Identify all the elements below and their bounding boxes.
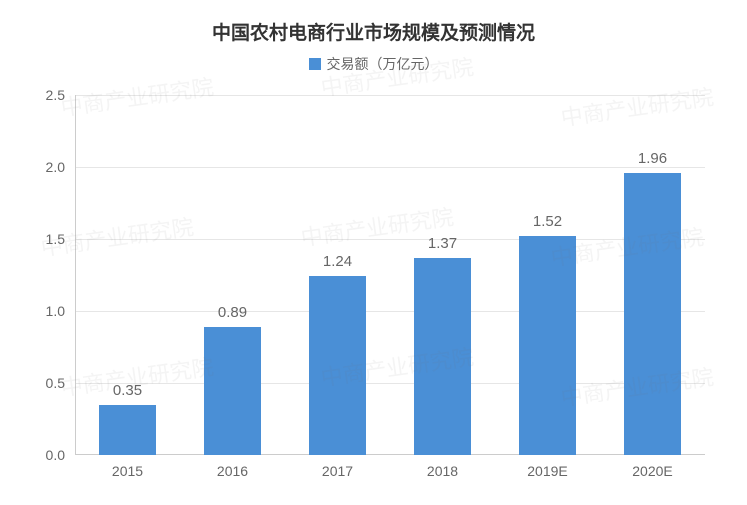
y-tick-label: 1.5 — [46, 231, 75, 247]
chart-title: 中国农村电商行业市场规模及预测情况 — [0, 18, 747, 45]
chart-container: 中国农村电商行业市场规模及预测情况 交易额（万亿元） 0.00.51.01.52… — [0, 0, 747, 505]
bar-value-label: 0.89 — [218, 304, 247, 327]
y-tick-label: 2.0 — [46, 159, 75, 175]
x-tick-label: 2017 — [322, 455, 353, 479]
bar: 1.37 — [414, 258, 472, 455]
bar-value-label: 1.24 — [323, 253, 352, 276]
x-tick-label: 2015 — [112, 455, 143, 479]
plot-area: 0.00.51.01.52.02.520150.3520160.8920171.… — [75, 95, 705, 455]
bar: 0.89 — [204, 327, 262, 455]
bar-value-label: 0.35 — [113, 382, 142, 405]
y-tick-label: 0.5 — [46, 375, 75, 391]
gridline — [75, 383, 705, 384]
bar: 1.52 — [519, 236, 577, 455]
x-axis-line — [75, 454, 705, 455]
bar: 1.96 — [624, 173, 682, 455]
y-tick-label: 0.0 — [46, 447, 75, 463]
gridline — [75, 239, 705, 240]
x-tick-label: 2019E — [527, 455, 567, 479]
x-tick-label: 2016 — [217, 455, 248, 479]
gridline — [75, 95, 705, 96]
gridline — [75, 167, 705, 168]
gridline — [75, 311, 705, 312]
legend-label: 交易额（万亿元） — [327, 54, 439, 74]
x-tick-label: 2018 — [427, 455, 458, 479]
bar: 1.24 — [309, 276, 367, 455]
legend: 交易额（万亿元） — [0, 54, 747, 75]
y-axis-line — [75, 95, 76, 455]
bar-value-label: 1.52 — [533, 213, 562, 236]
bar: 0.35 — [99, 405, 157, 455]
bar-value-label: 1.96 — [638, 150, 667, 173]
y-tick-label: 2.5 — [46, 87, 75, 103]
x-tick-label: 2020E — [632, 455, 672, 479]
bar-value-label: 1.37 — [428, 235, 457, 258]
y-tick-label: 1.0 — [46, 303, 75, 319]
legend-swatch — [309, 58, 321, 70]
